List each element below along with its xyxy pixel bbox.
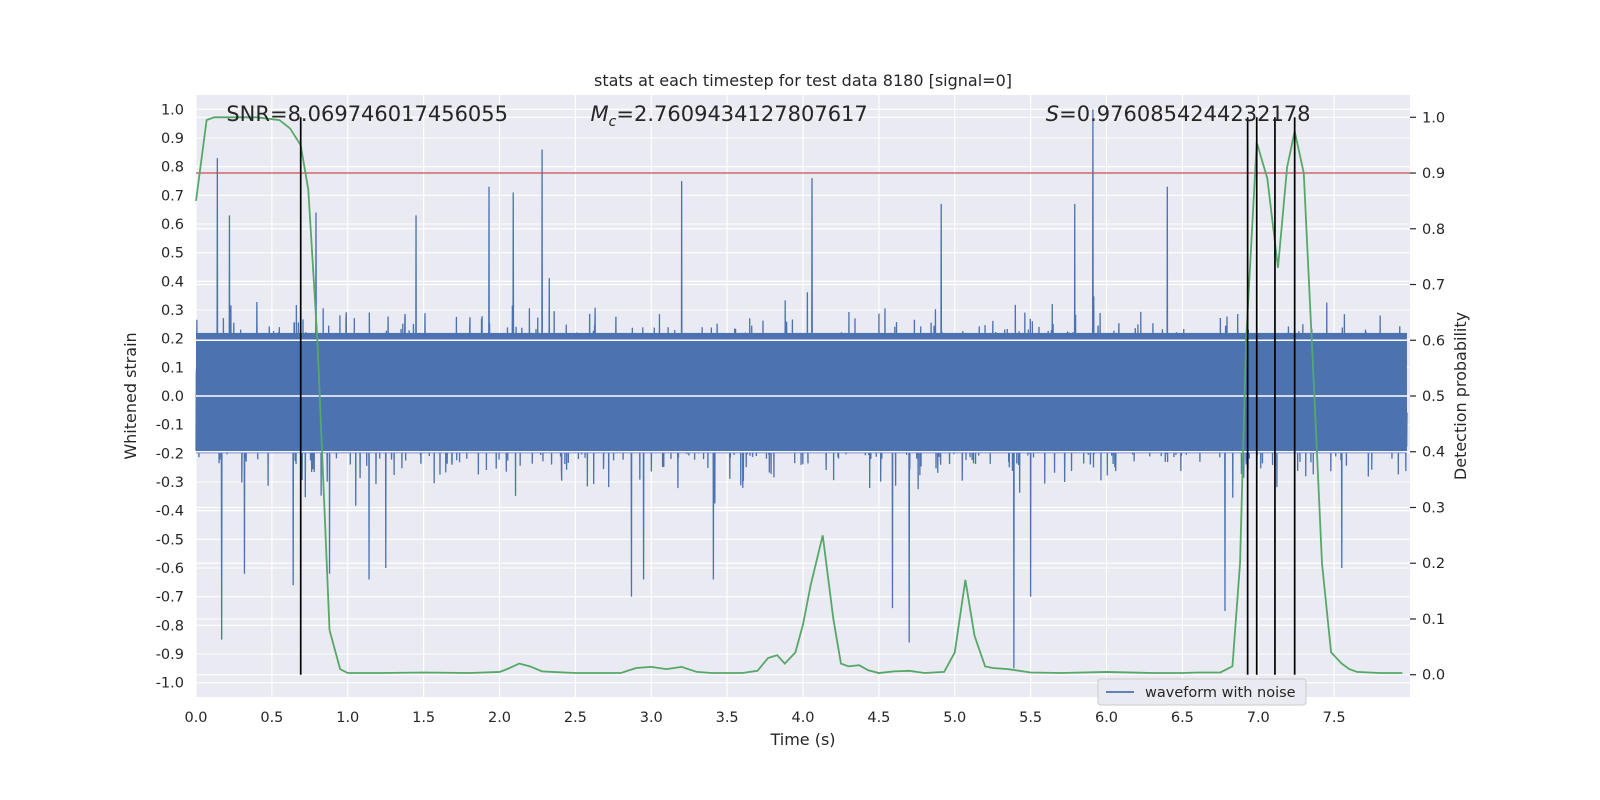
x-tick-label: 4.0 xyxy=(791,710,814,726)
legend: waveform with noise xyxy=(1097,678,1307,706)
x-tick-label: 4.5 xyxy=(867,710,890,726)
y2-tick-label: 0.5 xyxy=(1422,389,1445,405)
y-tick-label: 0.8 xyxy=(161,160,184,176)
y-axis-ticks: 1.0 0.9 0.8 0.7 0.6 0.5 0.4 0.3 0.2 0.1 0.0 -0.1 -0.… xyxy=(156,102,184,691)
y-tick-label: 0.7 xyxy=(161,188,184,204)
y-tick-label: 0.4 xyxy=(161,274,184,290)
s-value: =0.9760854244232178 xyxy=(1059,102,1310,126)
y2-tick-label: 1.0 xyxy=(1422,110,1445,126)
y2-tick-label: 0.4 xyxy=(1422,445,1445,461)
x-axis-ticks: 0.0 0.5 1.0 1.5 2.0 2.5 3.0 3.5 4.0 4.5 5.0 5.5 6.0 6… xyxy=(184,710,1345,726)
y-tick-label: 0.5 xyxy=(161,246,184,262)
y2-tick-label: 0.6 xyxy=(1422,333,1445,349)
y-tick-label: -0.7 xyxy=(156,590,184,606)
x-tick-label: 0.5 xyxy=(260,710,283,726)
y-tick-label: 0.9 xyxy=(161,131,184,147)
x-tick-label: 6.5 xyxy=(1171,710,1194,726)
y-tick-label: 0.0 xyxy=(161,389,184,405)
x-tick-label: 2.0 xyxy=(488,710,511,726)
y2-tick-label: 0.9 xyxy=(1422,166,1445,182)
x-tick-label: 3.5 xyxy=(716,710,739,726)
x-tick-label: 7.0 xyxy=(1247,710,1270,726)
y2-tick-label: 0.0 xyxy=(1422,668,1445,684)
x-tick-label: 6.0 xyxy=(1095,710,1118,726)
y-tick-label: 0.1 xyxy=(161,360,184,376)
mc-symbol: M xyxy=(591,102,609,126)
x-tick-label: 5.5 xyxy=(1019,710,1042,726)
x-tick-label: 1.5 xyxy=(412,710,435,726)
mc-value: =2.7609434127807617 xyxy=(616,102,867,126)
legend-box xyxy=(1097,678,1307,706)
x-axis-label: Time (s) xyxy=(769,730,835,749)
y2-tick-label: 0.1 xyxy=(1422,612,1445,628)
y2-tick-label: 0.7 xyxy=(1422,278,1445,294)
chirp-mass-annotation: Mc=2.7609434127807617 xyxy=(591,102,868,130)
score-annotation: S=0.9760854244232178 xyxy=(1046,102,1311,126)
legend-label-waveform: waveform with noise xyxy=(1145,685,1296,701)
y2-tick-label: 0.2 xyxy=(1422,556,1445,572)
event-lines xyxy=(299,117,1296,675)
y-tick-label: -0.1 xyxy=(156,418,184,434)
snr-annotation: SNR=8.069746017456055 xyxy=(226,102,508,126)
y-tick-label: 0.2 xyxy=(161,332,184,348)
y-tick-label: -1.0 xyxy=(156,676,184,692)
x-tick-label: 3.0 xyxy=(640,710,663,726)
y2-tick-label: 0.8 xyxy=(1422,222,1445,238)
y-tick-label: -0.8 xyxy=(156,618,184,634)
y-tick-label: -0.2 xyxy=(156,446,184,462)
x-tick-label: 1.0 xyxy=(336,710,359,726)
waveform-core xyxy=(196,332,1407,454)
s-symbol: S xyxy=(1046,102,1059,126)
x-tick-label: 0.0 xyxy=(184,710,207,726)
y-tick-label: -0.4 xyxy=(156,504,184,520)
y-tick-label: 0.6 xyxy=(161,217,184,233)
x-tick-label: 5.0 xyxy=(943,710,966,726)
y2-axis-label: Detection probability xyxy=(1451,312,1470,480)
y2-tick-label: 0.3 xyxy=(1422,500,1445,516)
y2-axis-ticks: 1.0 0.9 0.8 0.7 0.6 0.5 0.4 0.3 0.2 0.1 0.0 xyxy=(1410,110,1445,684)
y-tick-label: 0.3 xyxy=(161,303,184,319)
y-axis-label: Whitened strain xyxy=(121,332,140,459)
mc-subscript: c xyxy=(609,114,617,130)
y-tick-label: -0.5 xyxy=(156,532,184,548)
y-tick-label: -0.3 xyxy=(156,475,184,491)
x-tick-label: 2.5 xyxy=(564,710,587,726)
y-tick-label: -0.9 xyxy=(156,647,184,663)
y-tick-label: 1.0 xyxy=(161,102,184,118)
waveform-series xyxy=(195,109,1408,669)
x-tick-label: 7.5 xyxy=(1323,710,1346,726)
y-tick-label: -0.6 xyxy=(156,561,184,577)
chart-title: stats at each timestep for test data 818… xyxy=(594,71,1012,90)
